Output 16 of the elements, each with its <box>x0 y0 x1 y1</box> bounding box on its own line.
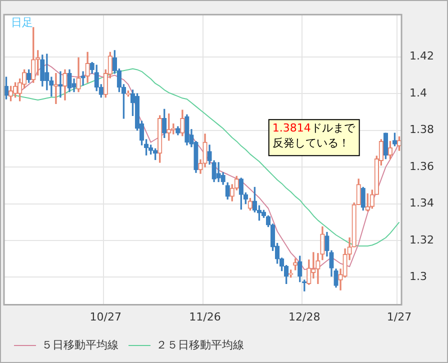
x-tick-label: 10/27 <box>90 310 122 324</box>
y-tick-label: 1.36 <box>410 160 434 173</box>
candlestick <box>49 76 54 97</box>
x-tick-label: 11/26 <box>189 310 221 324</box>
y-tick-label: 1.34 <box>410 196 434 210</box>
candlestick <box>80 71 86 86</box>
x-tick-label: 12/28 <box>288 310 320 324</box>
legend-label: ２５日移動平均線 <box>156 338 244 352</box>
chart-subtitle: 日足 <box>11 16 33 29</box>
x-tick-label: 1/27 <box>386 310 412 324</box>
y-tick-label: 1.4 <box>410 86 428 100</box>
legend-label: ５日移動平均線 <box>42 338 118 352</box>
y-tick-label: 1.32 <box>410 233 434 246</box>
y-tick-label: 1.3 <box>410 270 428 284</box>
y-tick-label: 1.38 <box>410 123 434 136</box>
y-tick-label: 1.42 <box>410 50 434 63</box>
